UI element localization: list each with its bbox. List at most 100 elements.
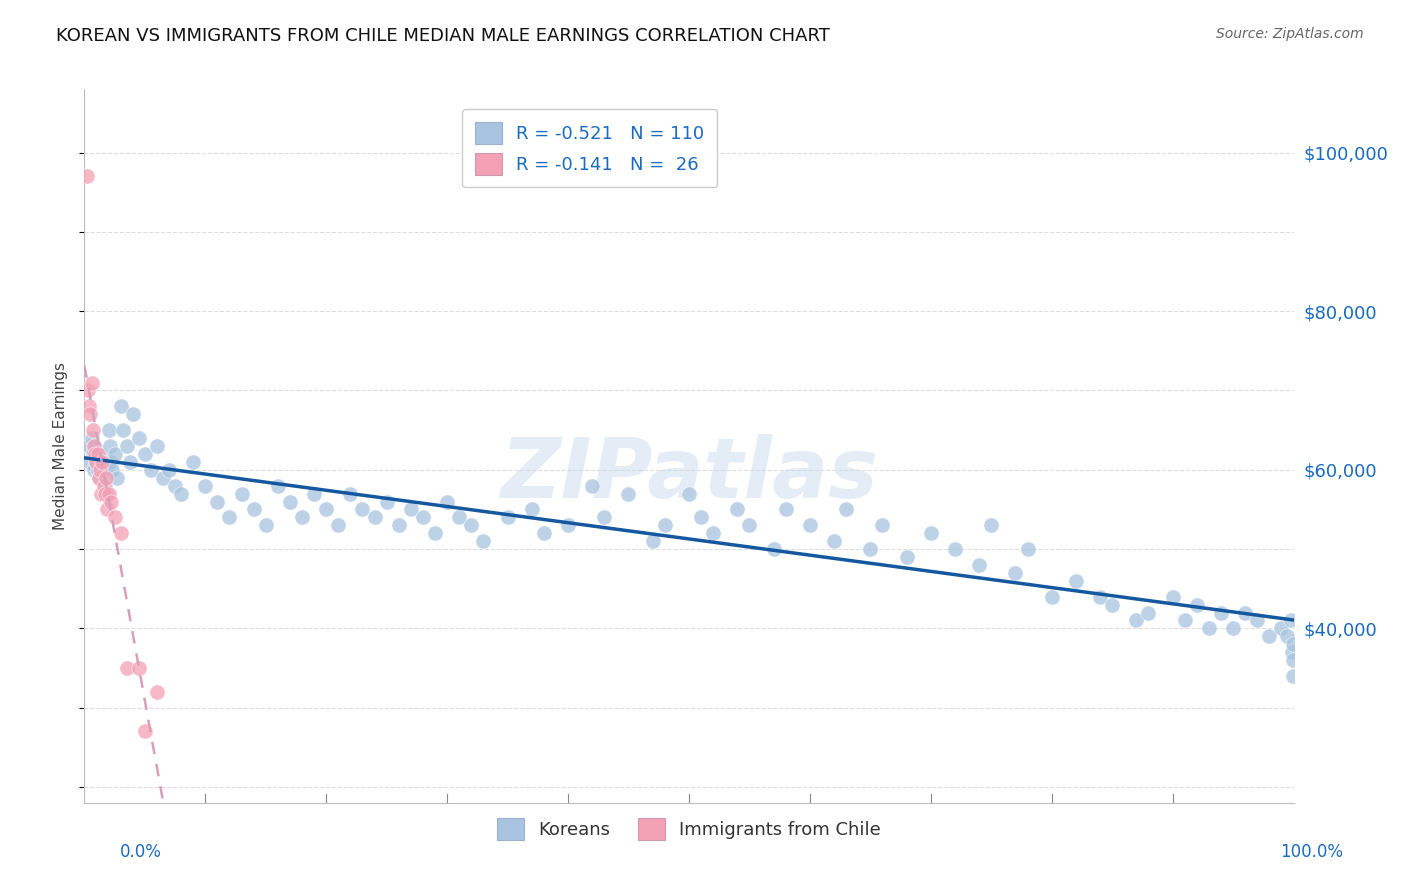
Point bbox=[86, 455, 108, 469]
Point bbox=[96, 486, 118, 500]
Point bbox=[157, 463, 180, 477]
Point bbox=[139, 463, 162, 477]
Point bbox=[242, 502, 264, 516]
Point bbox=[1270, 621, 1292, 635]
Point bbox=[100, 494, 122, 508]
Point bbox=[80, 431, 103, 445]
Point bbox=[920, 526, 942, 541]
Point bbox=[1101, 598, 1123, 612]
Point bbox=[94, 478, 117, 492]
Point bbox=[423, 526, 446, 541]
Point bbox=[291, 510, 314, 524]
Point bbox=[134, 724, 156, 739]
Point bbox=[1234, 606, 1257, 620]
Point bbox=[181, 455, 204, 469]
Point bbox=[1185, 598, 1208, 612]
Point bbox=[194, 478, 217, 492]
Point bbox=[339, 486, 361, 500]
Text: 100.0%: 100.0% bbox=[1279, 843, 1343, 861]
Point bbox=[654, 518, 676, 533]
Point bbox=[79, 455, 101, 469]
Point bbox=[128, 431, 150, 445]
Point bbox=[1282, 653, 1305, 667]
Point bbox=[96, 502, 118, 516]
Point bbox=[77, 384, 100, 398]
Point bbox=[557, 518, 579, 533]
Point bbox=[110, 526, 132, 541]
Point bbox=[823, 534, 845, 549]
Point bbox=[87, 471, 110, 485]
Point bbox=[835, 502, 858, 516]
Point bbox=[799, 518, 821, 533]
Point bbox=[93, 471, 115, 485]
Point bbox=[1282, 637, 1305, 651]
Point bbox=[267, 478, 290, 492]
Point bbox=[165, 478, 187, 492]
Point bbox=[1125, 614, 1147, 628]
Point bbox=[1277, 629, 1299, 643]
Point bbox=[641, 534, 664, 549]
Point bbox=[1174, 614, 1197, 628]
Point bbox=[1040, 590, 1063, 604]
Point bbox=[533, 526, 555, 541]
Point bbox=[105, 471, 128, 485]
Point bbox=[678, 486, 700, 500]
Point bbox=[1246, 614, 1268, 628]
Text: KOREAN VS IMMIGRANTS FROM CHILE MEDIAN MALE EARNINGS CORRELATION CHART: KOREAN VS IMMIGRANTS FROM CHILE MEDIAN M… bbox=[56, 27, 830, 45]
Point bbox=[97, 486, 120, 500]
Point bbox=[101, 463, 124, 477]
Point bbox=[472, 534, 495, 549]
Point bbox=[1279, 614, 1302, 628]
Point bbox=[1222, 621, 1244, 635]
Point bbox=[90, 463, 112, 477]
Point bbox=[1017, 542, 1039, 557]
Point bbox=[375, 494, 398, 508]
Point bbox=[77, 400, 100, 414]
Point bbox=[520, 502, 543, 516]
Point bbox=[388, 518, 411, 533]
Point bbox=[94, 486, 117, 500]
Point bbox=[83, 463, 105, 477]
Point bbox=[496, 510, 519, 524]
Point bbox=[1198, 621, 1220, 635]
Point bbox=[104, 510, 127, 524]
Point bbox=[87, 471, 110, 485]
Point bbox=[1161, 590, 1184, 604]
Point bbox=[254, 518, 277, 533]
Point bbox=[91, 455, 114, 469]
Point bbox=[231, 486, 253, 500]
Point bbox=[460, 518, 482, 533]
Point bbox=[110, 400, 132, 414]
Point bbox=[690, 510, 713, 524]
Point bbox=[328, 518, 350, 533]
Point bbox=[399, 502, 422, 516]
Text: ZIPatlas: ZIPatlas bbox=[501, 434, 877, 515]
Point bbox=[170, 486, 193, 500]
Point bbox=[412, 510, 434, 524]
Point bbox=[128, 661, 150, 675]
Point bbox=[89, 463, 111, 477]
Point bbox=[1004, 566, 1026, 580]
Point bbox=[617, 486, 640, 500]
Point bbox=[702, 526, 724, 541]
Point bbox=[762, 542, 785, 557]
Point bbox=[1282, 669, 1305, 683]
Point bbox=[83, 439, 105, 453]
Point bbox=[315, 502, 337, 516]
Point bbox=[1258, 629, 1281, 643]
Point bbox=[967, 558, 990, 572]
Point bbox=[79, 407, 101, 421]
Legend: Koreans, Immigrants from Chile: Koreans, Immigrants from Chile bbox=[489, 811, 889, 847]
Point bbox=[581, 478, 603, 492]
Point bbox=[90, 486, 112, 500]
Point bbox=[896, 549, 918, 564]
Point bbox=[738, 518, 761, 533]
Point bbox=[352, 502, 374, 516]
Point bbox=[363, 510, 385, 524]
Point bbox=[302, 486, 325, 500]
Point bbox=[94, 471, 117, 485]
Point bbox=[1281, 645, 1303, 659]
Point bbox=[146, 439, 169, 453]
Point bbox=[725, 502, 748, 516]
Point bbox=[82, 423, 104, 437]
